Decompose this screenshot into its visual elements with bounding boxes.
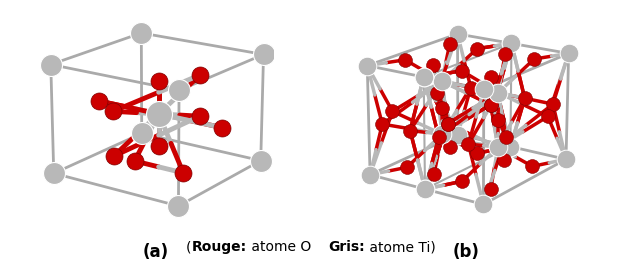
Text: (b): (b) xyxy=(453,243,480,261)
Text: (: ( xyxy=(186,240,192,254)
Text: atome Ti): atome Ti) xyxy=(365,240,436,254)
Text: Gris:: Gris: xyxy=(328,240,365,254)
Text: (a): (a) xyxy=(142,243,169,261)
Text: Rouge:: Rouge: xyxy=(192,240,247,254)
Text: atome O: atome O xyxy=(247,240,328,254)
